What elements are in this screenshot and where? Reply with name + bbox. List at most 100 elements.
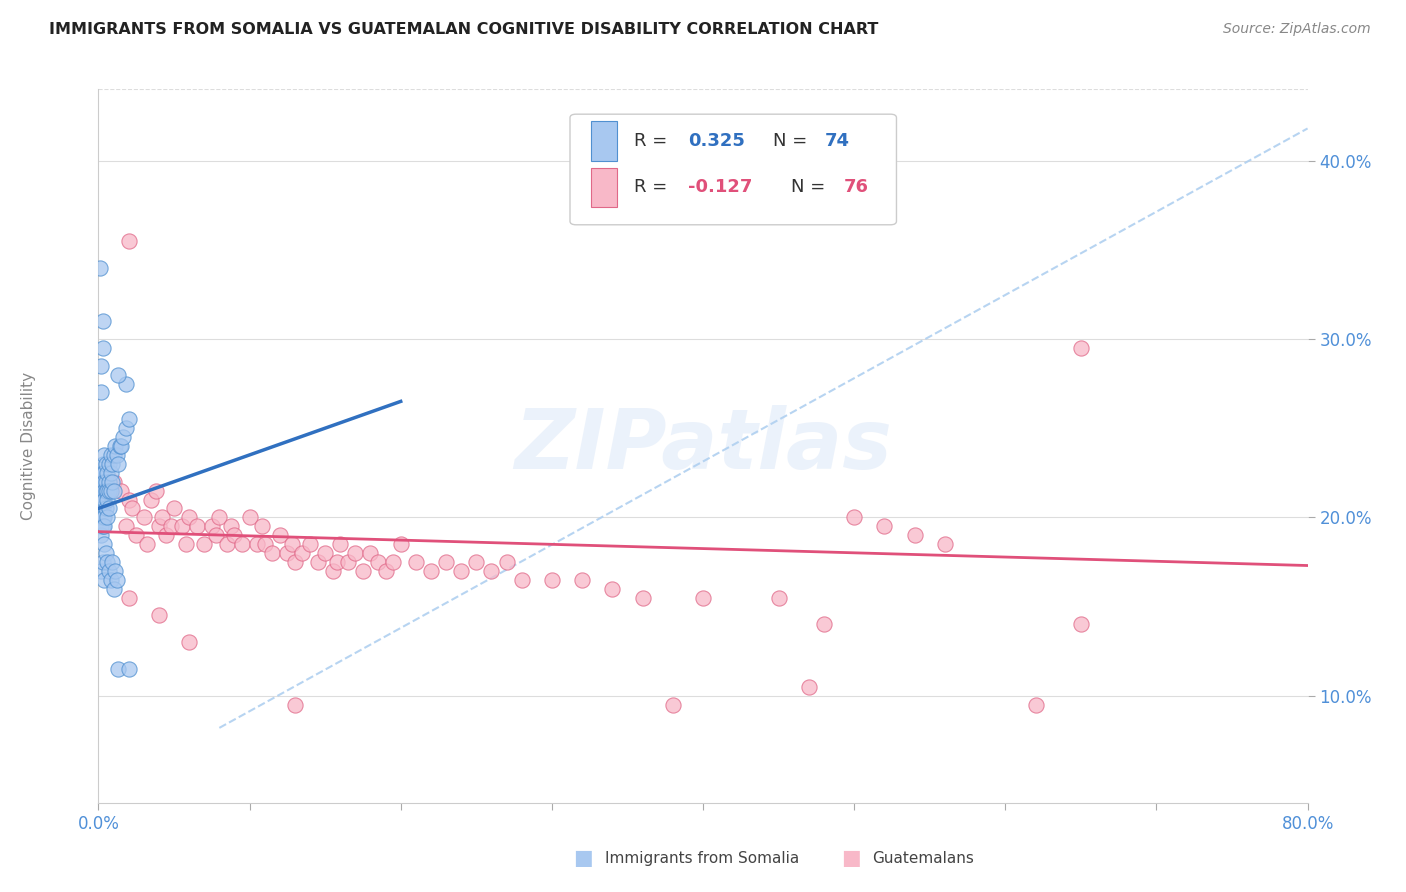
Point (224, 528, 246, 542)
Point (205, 528, 228, 542)
Point (91, 466, 114, 480)
Text: Source: ZipAtlas.com: Source: ZipAtlas.com (1223, 22, 1371, 37)
Text: ZIPatlas: ZIPatlas (515, 406, 891, 486)
Point (148, 519, 170, 533)
Point (118, 234, 141, 248)
Point (93, 492, 115, 507)
Point (419, 564, 441, 578)
Point (239, 510, 262, 524)
Point (571, 573, 593, 587)
Point (692, 591, 714, 605)
Point (114, 421, 136, 435)
Point (118, 591, 141, 605)
Point (307, 555, 329, 569)
Point (90, 528, 112, 542)
Point (193, 537, 215, 551)
Point (135, 537, 157, 551)
Text: 74: 74 (825, 132, 851, 150)
Point (90, 385, 112, 400)
Text: N =: N = (773, 132, 813, 150)
Point (141, 492, 163, 507)
Point (89, 260, 111, 275)
Point (96, 492, 118, 507)
Point (93, 448, 115, 462)
Text: N =: N = (792, 178, 831, 196)
Point (873, 519, 896, 533)
Point (1070, 341, 1092, 355)
Point (103, 475, 125, 489)
Point (150, 510, 173, 524)
Point (104, 439, 127, 453)
Point (934, 537, 956, 551)
Point (94, 457, 117, 471)
Point (160, 519, 183, 533)
Point (768, 591, 790, 605)
Point (90, 510, 112, 524)
Text: R =: R = (634, 132, 673, 150)
Point (145, 483, 167, 498)
Point (100, 466, 122, 480)
Point (91, 555, 114, 569)
Point (434, 555, 457, 569)
Point (148, 608, 170, 623)
Point (98, 564, 121, 578)
Point (103, 448, 125, 462)
Point (253, 537, 276, 551)
Point (100, 483, 122, 498)
Point (93, 537, 115, 551)
Point (90, 359, 112, 373)
Point (1070, 617, 1092, 632)
Point (91, 475, 114, 489)
FancyBboxPatch shape (569, 114, 897, 225)
Point (163, 501, 186, 516)
Point (155, 528, 177, 542)
Point (132, 510, 155, 524)
Point (110, 483, 132, 498)
Point (450, 564, 472, 578)
Point (299, 537, 322, 551)
Point (269, 528, 291, 542)
Text: Guatemalans: Guatemalans (872, 851, 973, 865)
Point (91, 483, 114, 498)
Point (114, 376, 136, 391)
Point (98, 457, 121, 471)
Point (96, 555, 118, 569)
Point (186, 519, 208, 533)
Point (904, 528, 927, 542)
Point (103, 582, 125, 596)
Point (108, 439, 131, 453)
Point (90, 564, 112, 578)
Point (118, 492, 141, 507)
Point (326, 555, 349, 569)
Point (344, 546, 367, 560)
Point (121, 501, 143, 516)
Point (291, 546, 314, 560)
Point (844, 510, 866, 524)
Point (329, 537, 352, 551)
Point (93, 519, 115, 533)
Bar (591, 121, 617, 161)
Point (208, 510, 231, 524)
Point (118, 412, 141, 426)
Point (93, 466, 115, 480)
Point (281, 537, 304, 551)
Point (382, 555, 405, 569)
Point (389, 537, 412, 551)
Point (98, 501, 121, 516)
Point (221, 519, 243, 533)
Text: ■: ■ (841, 848, 860, 868)
Point (94, 475, 117, 489)
Point (661, 698, 683, 712)
Point (94, 483, 117, 498)
Text: IMMIGRANTS FROM SOMALIA VS GUATEMALAN COGNITIVE DISABILITY CORRELATION CHART: IMMIGRANTS FROM SOMALIA VS GUATEMALAN CO… (49, 22, 879, 37)
Point (284, 698, 307, 712)
Point (90, 475, 112, 489)
Point (104, 564, 127, 578)
Point (481, 564, 503, 578)
Text: 0.325: 0.325 (689, 132, 745, 150)
Point (89, 510, 111, 524)
Point (107, 662, 129, 676)
Point (96, 510, 118, 524)
Point (93, 573, 115, 587)
Point (284, 555, 307, 569)
